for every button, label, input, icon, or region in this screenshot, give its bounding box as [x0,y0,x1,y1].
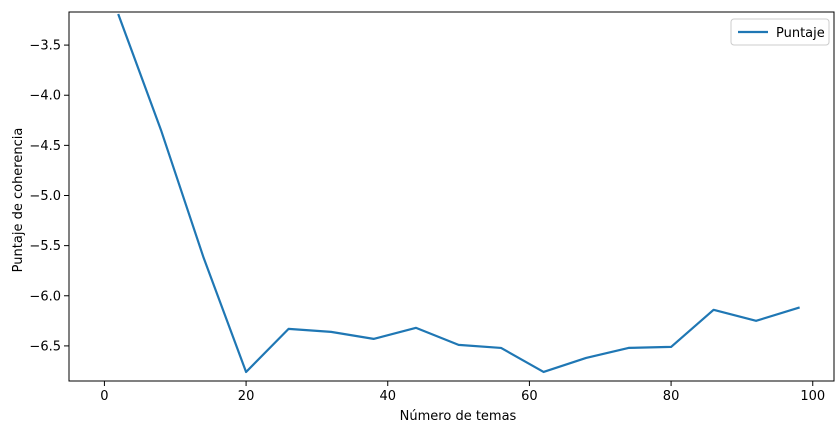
x-axis-ticks: 0 20 40 60 80 100 [100,381,825,404]
y-axis-label-group: Puntaje de coherencia [11,128,26,273]
y-tick-label: −4.0 [29,89,61,104]
legend-label-puntaje: Puntaje [776,26,825,41]
x-tick-label: 0 [100,389,108,404]
series-line-puntaje [117,13,800,374]
y-tick-label: −5.0 [29,189,61,204]
y-tick-label: −6.5 [29,339,61,354]
x-tick-label: 20 [238,389,255,404]
x-axis-label: Número de temas [400,409,517,424]
y-tick-label: −4.5 [29,139,61,154]
y-tick-label: −5.5 [29,239,61,254]
x-tick-label: 80 [663,389,680,404]
y-tick-label: −3.5 [29,39,61,54]
y-axis-label: Puntaje de coherencia [11,128,26,273]
legend-box [730,18,830,46]
x-tick-label: 40 [379,389,396,404]
y-tick-label: −6.0 [29,289,61,304]
axes-frame [68,11,835,382]
y-axis-ticks: −3.5 −4.0 −4.5 −5.0 −5.5 −6.0 −6.5 [29,39,69,354]
x-tick-label: 60 [521,389,538,404]
plot-area [117,13,800,374]
legend: Puntaje [730,18,830,46]
x-tick-label: 100 [800,389,825,404]
